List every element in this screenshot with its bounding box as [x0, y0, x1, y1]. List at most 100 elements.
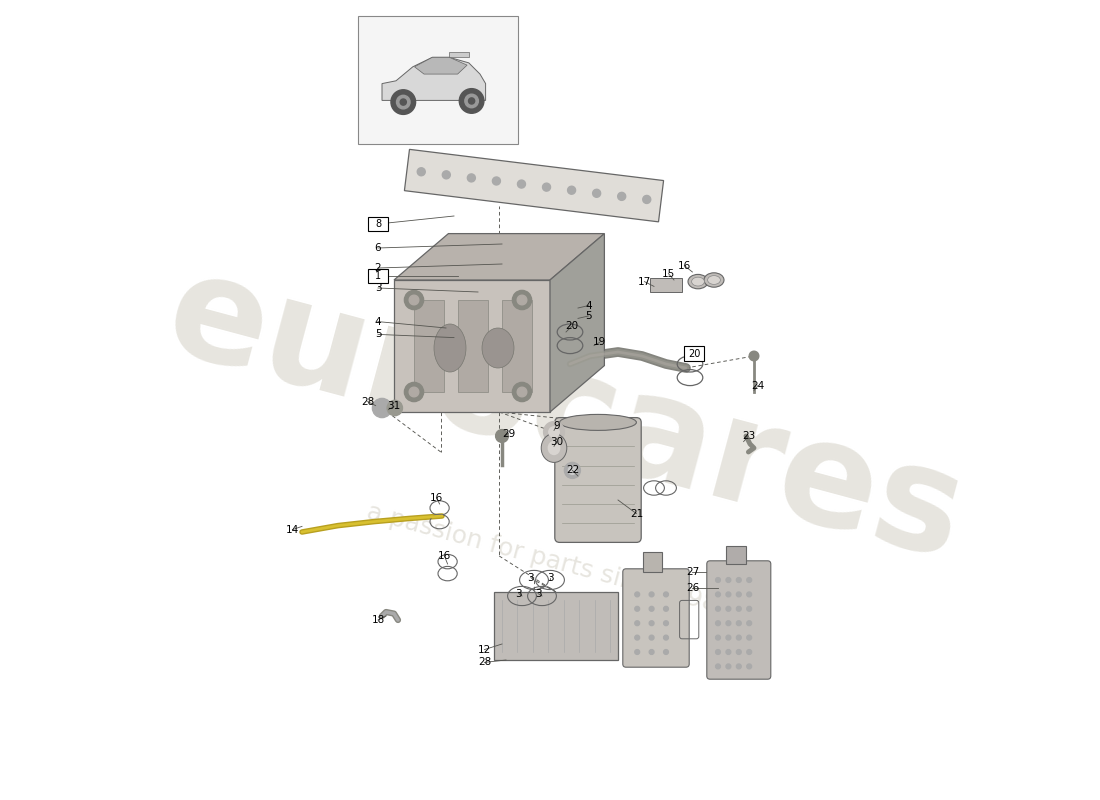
Circle shape — [663, 621, 669, 626]
Circle shape — [493, 177, 500, 185]
Circle shape — [736, 592, 741, 597]
Circle shape — [543, 422, 564, 442]
Circle shape — [409, 387, 419, 397]
Text: 20: 20 — [565, 322, 579, 331]
Circle shape — [513, 382, 531, 402]
Text: 1: 1 — [375, 271, 381, 281]
Circle shape — [405, 290, 424, 310]
Circle shape — [736, 578, 741, 582]
Text: 6: 6 — [375, 243, 382, 253]
Circle shape — [649, 635, 654, 640]
Bar — [394, 280, 550, 412]
Circle shape — [663, 650, 669, 654]
Circle shape — [400, 99, 406, 105]
Circle shape — [649, 650, 654, 654]
Ellipse shape — [688, 274, 708, 289]
Text: 24: 24 — [751, 381, 764, 390]
Polygon shape — [415, 58, 468, 74]
Text: 29: 29 — [502, 429, 515, 438]
Text: 30: 30 — [550, 437, 563, 446]
Circle shape — [542, 183, 550, 191]
Circle shape — [663, 606, 669, 611]
Text: 14: 14 — [286, 525, 299, 534]
Text: 3: 3 — [528, 573, 535, 582]
Circle shape — [716, 606, 720, 611]
Circle shape — [569, 466, 576, 474]
FancyBboxPatch shape — [554, 418, 641, 542]
Polygon shape — [382, 58, 485, 101]
Circle shape — [417, 168, 426, 176]
Circle shape — [649, 592, 654, 597]
Text: 3: 3 — [516, 589, 522, 598]
Bar — [684, 346, 704, 361]
Circle shape — [663, 592, 669, 597]
Circle shape — [649, 621, 654, 626]
Bar — [358, 16, 518, 144]
Circle shape — [747, 650, 751, 654]
Ellipse shape — [434, 324, 466, 372]
Text: 19: 19 — [593, 338, 606, 347]
Ellipse shape — [692, 278, 704, 286]
Circle shape — [747, 578, 751, 582]
Text: 4: 4 — [375, 317, 382, 326]
Circle shape — [649, 606, 654, 611]
Circle shape — [726, 664, 730, 669]
Circle shape — [635, 592, 639, 597]
Bar — [494, 592, 618, 660]
Circle shape — [635, 621, 639, 626]
Circle shape — [635, 650, 639, 654]
Circle shape — [460, 89, 484, 114]
Polygon shape — [550, 234, 604, 412]
Text: 16: 16 — [438, 551, 451, 561]
Bar — [458, 300, 488, 392]
Circle shape — [618, 192, 626, 200]
Circle shape — [513, 290, 531, 310]
Circle shape — [749, 351, 759, 361]
Circle shape — [716, 664, 720, 669]
FancyBboxPatch shape — [707, 561, 771, 679]
Bar — [368, 217, 387, 231]
Text: 28: 28 — [361, 397, 374, 406]
Ellipse shape — [541, 434, 567, 462]
Text: 21: 21 — [630, 509, 644, 518]
Circle shape — [716, 578, 720, 582]
Text: 20: 20 — [688, 349, 701, 358]
Circle shape — [726, 578, 730, 582]
Circle shape — [593, 190, 601, 198]
Circle shape — [517, 387, 527, 397]
Ellipse shape — [548, 441, 560, 455]
Circle shape — [726, 592, 730, 597]
Text: 26: 26 — [685, 583, 698, 593]
FancyBboxPatch shape — [623, 569, 690, 667]
Text: eurocares: eurocares — [153, 242, 979, 590]
Circle shape — [726, 621, 730, 626]
Text: 3: 3 — [535, 589, 541, 598]
Text: 3: 3 — [375, 283, 382, 293]
Circle shape — [468, 174, 475, 182]
Polygon shape — [394, 234, 604, 280]
Circle shape — [517, 180, 526, 188]
Ellipse shape — [482, 328, 514, 368]
Circle shape — [642, 195, 651, 203]
Text: 23: 23 — [741, 431, 755, 441]
FancyBboxPatch shape — [405, 150, 663, 222]
Bar — [650, 278, 682, 292]
Circle shape — [373, 398, 392, 418]
Text: 16: 16 — [430, 493, 443, 502]
Bar — [502, 300, 532, 392]
Text: 18: 18 — [372, 615, 385, 625]
Text: 5: 5 — [585, 311, 592, 321]
Bar — [368, 269, 387, 283]
Text: 5: 5 — [375, 330, 382, 339]
Text: 15: 15 — [662, 269, 675, 278]
Circle shape — [747, 664, 751, 669]
Circle shape — [716, 650, 720, 654]
Circle shape — [635, 635, 639, 640]
Circle shape — [568, 186, 575, 194]
Circle shape — [396, 95, 410, 109]
Circle shape — [465, 94, 478, 108]
Text: 9: 9 — [553, 421, 560, 430]
Circle shape — [409, 295, 419, 305]
Circle shape — [496, 430, 508, 442]
Text: 17: 17 — [638, 277, 651, 286]
